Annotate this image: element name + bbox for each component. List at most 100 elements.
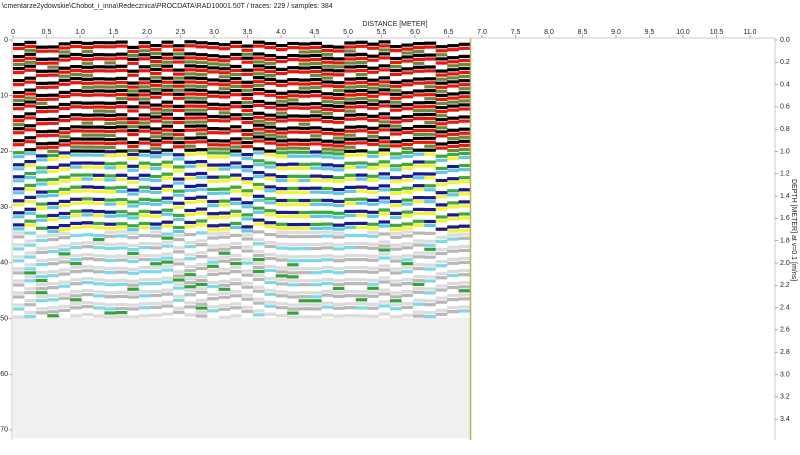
trace-band — [310, 162, 322, 166]
trace-band — [332, 156, 345, 160]
trace-band — [378, 216, 391, 220]
trace-band — [35, 89, 48, 94]
trace-band — [264, 161, 277, 165]
trace-band — [367, 62, 380, 66]
trace-band — [367, 254, 380, 258]
trace-band — [412, 219, 425, 223]
trace-band — [390, 144, 402, 148]
trace-band — [47, 298, 60, 302]
trace-band — [275, 99, 288, 103]
trace-band — [252, 64, 265, 68]
trace-band — [207, 147, 220, 151]
trace-band — [424, 184, 437, 188]
trace-band — [275, 71, 288, 75]
trace-band — [207, 305, 220, 309]
trace-band — [344, 129, 357, 133]
trace-band — [81, 253, 94, 257]
trace-band — [13, 46, 25, 51]
trace-band — [367, 106, 380, 110]
trace-band — [138, 153, 151, 157]
trace-band — [458, 139, 471, 143]
trace-band — [81, 73, 94, 77]
trace-band — [424, 251, 437, 255]
trace-band — [58, 195, 71, 199]
trace-band — [344, 113, 357, 117]
trace-band — [115, 222, 128, 226]
trace-band — [435, 170, 448, 174]
trace-band — [138, 213, 151, 217]
trace-band — [207, 155, 220, 159]
trace-band — [412, 152, 425, 156]
trace-band — [207, 86, 220, 90]
trace-band — [195, 215, 208, 219]
trace-band — [287, 162, 300, 166]
trace-band — [401, 166, 414, 170]
top-tick-label: 2.0 — [142, 29, 152, 36]
trace-band — [447, 64, 460, 68]
trace-band — [127, 81, 140, 85]
trace-band — [264, 65, 277, 70]
trace-band — [13, 71, 25, 75]
trace-band — [332, 77, 345, 81]
trace-band — [458, 248, 471, 252]
trace-band — [287, 66, 300, 70]
trace-band — [184, 148, 197, 152]
trace-band — [58, 119, 71, 123]
trace-band — [70, 149, 82, 153]
trace-band — [138, 197, 151, 201]
trace-band — [367, 90, 380, 94]
trace-band — [173, 157, 185, 161]
trace-band — [458, 79, 471, 83]
trace-band — [173, 56, 185, 60]
trace-band — [24, 315, 37, 319]
trace-band — [435, 65, 448, 69]
trace-band — [24, 136, 37, 140]
trace-band — [104, 162, 117, 166]
trace-band — [458, 168, 471, 172]
trace-band — [447, 140, 460, 144]
trace-band — [47, 234, 60, 238]
trace-band — [355, 80, 368, 85]
trace-band — [161, 304, 174, 308]
trace-band — [252, 107, 265, 111]
trace-band — [344, 65, 357, 69]
trace-band — [13, 79, 25, 83]
trace-band — [447, 44, 460, 48]
trace-band — [332, 247, 345, 251]
trace-band — [138, 49, 151, 53]
trace-band — [70, 40, 82, 45]
trace-band — [207, 228, 220, 232]
trace-band — [150, 202, 162, 206]
trace-band — [138, 241, 151, 246]
trace-band — [332, 128, 345, 132]
trace-band — [390, 53, 402, 57]
trace-band — [138, 133, 151, 137]
trace-band — [310, 206, 322, 210]
trace-band — [344, 141, 357, 145]
trace-band — [241, 313, 254, 317]
trace-band — [287, 82, 300, 86]
trace-band — [264, 233, 277, 237]
trace-band — [458, 273, 471, 277]
trace-band — [378, 152, 391, 156]
trace-band — [173, 250, 185, 254]
trace-band — [298, 287, 311, 291]
trace-band — [332, 61, 345, 65]
trace-band — [458, 131, 471, 135]
trace-band — [230, 117, 242, 121]
trace-band — [458, 228, 471, 232]
trace-band — [230, 221, 242, 225]
trace-band — [275, 131, 288, 135]
trace-band — [390, 168, 402, 172]
trace-band — [24, 211, 37, 215]
trace-band — [252, 84, 265, 88]
trace-band — [401, 222, 414, 226]
trace-band — [24, 243, 37, 247]
trace-band — [173, 125, 185, 129]
trace-band — [264, 193, 277, 197]
trace-band — [390, 251, 402, 255]
trace-band — [321, 297, 334, 301]
trace-band — [93, 298, 105, 302]
trace-band — [24, 271, 37, 275]
trace-band — [35, 258, 48, 263]
